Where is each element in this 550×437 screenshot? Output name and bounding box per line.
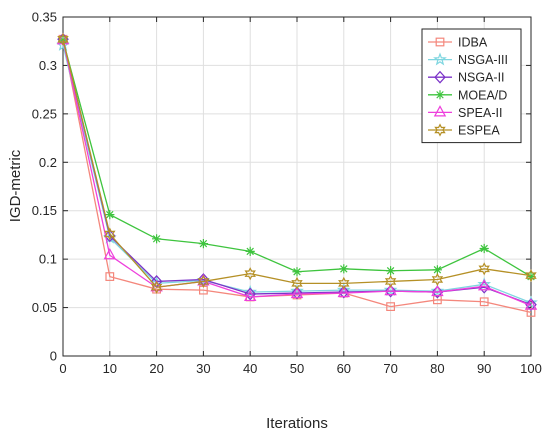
legend-label-moea-d: MOEA/D	[458, 88, 507, 102]
x-tick-label: 20	[149, 361, 163, 376]
data-point-espea	[150, 280, 163, 294]
series-line-nsga-iii	[62, 44, 532, 304]
y-tick-label: 0.25	[32, 106, 57, 121]
data-point-idba	[479, 297, 489, 307]
data-point-spea-ii	[431, 284, 444, 297]
legend-entry-moea-d: MOEA/D	[428, 88, 507, 102]
series-moea-d	[58, 35, 536, 282]
data-point-espea	[244, 267, 256, 281]
legend-entry-espea: ESPEA	[428, 123, 500, 138]
data-point-espea	[291, 276, 303, 290]
data-point-nsga-ii	[431, 285, 444, 299]
data-point-spea-ii	[384, 283, 397, 296]
data-point-spea-ii	[337, 285, 351, 298]
x-tick-label: 40	[243, 361, 257, 376]
data-point-espea	[478, 262, 490, 276]
data-point-spea-ii	[290, 286, 304, 299]
x-tick-label: 90	[477, 361, 491, 376]
x-axis-ticks: 0 10 20 30 40 50 60 70 80 90 100	[59, 17, 542, 376]
data-point-espea	[525, 269, 537, 283]
x-tick-label: 100	[520, 361, 542, 376]
legend-marker-moea-d	[435, 90, 445, 100]
legend-entry-idba: IDBA	[428, 36, 488, 50]
legend-marker-nsga-iii	[433, 52, 447, 66]
data-point-espea	[338, 276, 350, 290]
legend-entry-nsga-iii: NSGA-III	[428, 52, 508, 67]
y-tick-label: 0	[50, 349, 57, 364]
legend-box	[421, 28, 522, 144]
legend-entry-nsga-ii: NSGA-II	[428, 71, 505, 85]
x-axis-label: Iterations	[266, 415, 328, 432]
data-point-moea-d	[292, 267, 302, 277]
data-point-moea-d	[245, 246, 255, 256]
data-point-idba	[105, 272, 115, 281]
data-point-espea	[384, 274, 397, 289]
legend-marker-spea-ii	[433, 105, 447, 117]
x-tick-label: 10	[103, 361, 117, 376]
data-point-nsga-iii	[383, 282, 398, 296]
data-point-nsga-ii	[337, 285, 350, 299]
data-point-nsga-iii	[430, 283, 445, 297]
y-tick-label: 0.1	[39, 252, 57, 267]
data-point-spea-ii	[150, 279, 163, 292]
data-point-moea-d	[198, 239, 208, 249]
data-point-idba	[386, 302, 395, 312]
series-group	[56, 32, 538, 317]
y-axis-label: IGD-metric	[7, 149, 24, 222]
x-tick-label: 60	[337, 361, 351, 376]
legend-marker-espea	[434, 123, 446, 137]
legend-entry-spea-ii: SPEA-II	[428, 105, 502, 120]
legend-marker-idba	[435, 37, 445, 47]
data-point-moea-d	[432, 265, 442, 275]
legend-label-espea: ESPEA	[458, 124, 500, 138]
x-tick-label: 0	[59, 361, 66, 376]
legend-label-idba: IDBA	[458, 36, 488, 50]
data-point-espea	[57, 32, 69, 46]
series-line-espea	[62, 39, 532, 288]
legend-label-nsga-ii: NSGA-II	[458, 71, 505, 85]
legend-marker-nsga-ii	[434, 70, 446, 84]
data-point-espea	[431, 272, 444, 287]
data-point-spea-ii	[243, 289, 257, 302]
x-tick-label: 70	[383, 361, 397, 376]
y-tick-label: 0.15	[32, 203, 57, 218]
data-point-moea-d	[479, 243, 489, 254]
data-point-moea-d	[386, 266, 396, 276]
data-point-espea	[197, 274, 210, 289]
y-tick-label: 0.05	[32, 300, 57, 315]
data-point-nsga-ii	[384, 284, 397, 298]
series-espea	[57, 32, 537, 294]
data-point-spea-ii	[197, 274, 210, 286]
data-point-moea-d	[339, 264, 349, 274]
legend-label-nsga-iii: NSGA-III	[458, 53, 508, 67]
data-point-spea-ii	[477, 279, 491, 291]
x-tick-label: 80	[430, 361, 444, 376]
data-point-moea-d	[105, 209, 115, 220]
y-tick-label: 0.35	[32, 10, 57, 25]
legend: IDBA NSGA-III NSGA-II MOEA/D SPEA-II ESPEA	[421, 28, 522, 144]
data-point-nsga-ii	[291, 286, 303, 300]
data-point-moea-d	[152, 234, 162, 244]
x-tick-label: 50	[290, 361, 304, 376]
data-point-moea-d	[526, 271, 536, 282]
data-point-nsga-ii	[525, 298, 537, 312]
y-axis-ticks: 0 0.05 0.1 0.15 0.2 0.25 0.3 0.35	[32, 10, 531, 364]
series-line-spea-ii	[62, 40, 532, 307]
y-tick-label: 0.2	[39, 155, 57, 170]
series-line-idba	[62, 39, 532, 314]
data-point-espea	[104, 227, 116, 241]
data-point-nsga-ii	[244, 287, 257, 301]
legend-label-spea-ii: SPEA-II	[458, 106, 502, 120]
x-tick-label: 30	[196, 361, 210, 376]
data-point-spea-ii	[524, 298, 538, 310]
series-spea-ii	[56, 32, 538, 310]
data-point-spea-ii	[103, 248, 117, 260]
y-tick-label: 0.3	[39, 58, 57, 73]
